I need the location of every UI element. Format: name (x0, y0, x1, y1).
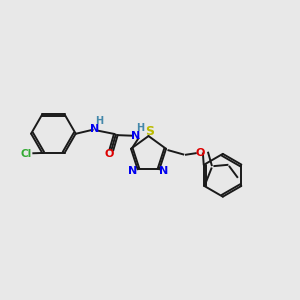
Text: N: N (90, 124, 100, 134)
Text: S: S (145, 125, 154, 138)
Text: Cl: Cl (20, 149, 32, 159)
Text: N: N (131, 131, 141, 141)
Text: N: N (159, 166, 168, 176)
Text: H: H (95, 116, 104, 126)
Text: O: O (195, 148, 205, 158)
Text: N: N (128, 166, 138, 176)
Text: H: H (136, 123, 145, 133)
Text: O: O (104, 148, 114, 159)
